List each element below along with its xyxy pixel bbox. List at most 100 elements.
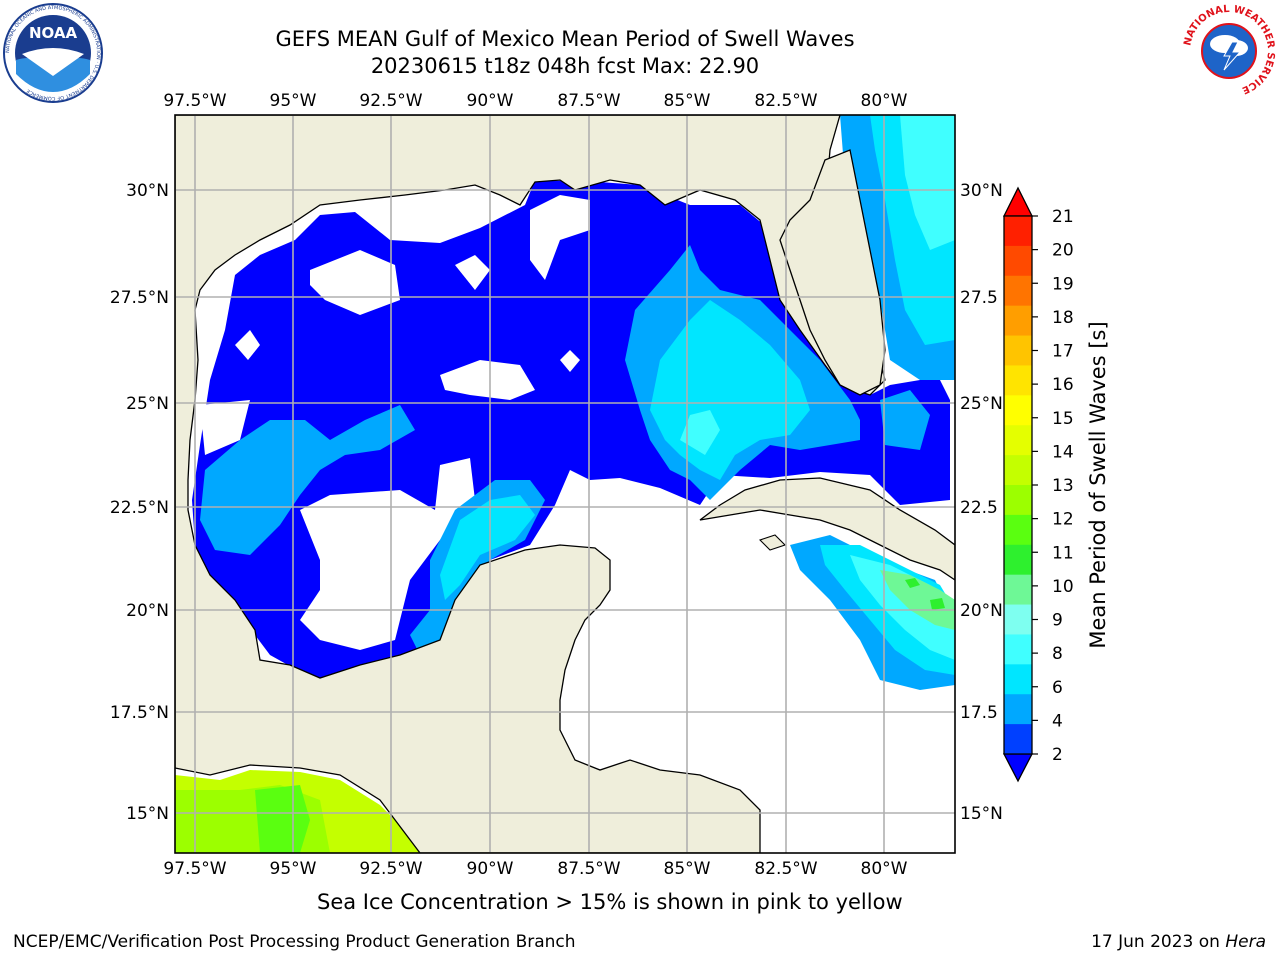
- lon-label: 80°W: [861, 91, 908, 111]
- swell-field-pacific-dark: [255, 785, 310, 853]
- lon-label: 95°W: [270, 859, 317, 879]
- colorbar-segment: [1004, 604, 1032, 635]
- colorbar-tick-label: 2: [1052, 745, 1063, 765]
- lat-label: 27.5: [960, 288, 998, 308]
- lon-labels-top: 97.5°W 95°W 92.5°W 90°W 87.5°W 85°W 82.5…: [163, 91, 907, 111]
- swell-field-6-8s-south: [440, 495, 535, 600]
- lat-label: 22.5°N: [110, 498, 169, 518]
- colorbar-tick-label: 10: [1052, 577, 1074, 597]
- sea-ice-note: Sea Ice Concentration > 15% is shown in …: [317, 890, 903, 914]
- footer-date: 17 Jun 2023 on Hera: [1091, 932, 1266, 952]
- lon-labels-bottom: 97.5°W 95°W 92.5°W 90°W 87.5°W 85°W 82.5…: [163, 859, 907, 879]
- lon-label: 85°W: [664, 859, 711, 879]
- lat-label: 20°N: [126, 601, 169, 621]
- colorbar-tick-label: 15: [1052, 409, 1074, 429]
- colorbar-segment: [1004, 455, 1032, 486]
- swell-field-10-11s: [905, 578, 945, 610]
- chart-subtitle: 20230615 t18z 048h fcst Max: 22.90: [370, 54, 760, 78]
- colorbar: 21 20 19 18 17 16 15 14 13 12 11 10 9 8 6 4 2 Mean Perio…: [1002, 186, 1110, 783]
- colorbar-segment: [1004, 664, 1032, 695]
- colorbar-over-arrow: [1002, 186, 1034, 217]
- lat-label: 17.5°N: [110, 703, 169, 723]
- lon-label: 82.5°W: [754, 91, 817, 111]
- footer-date-text: 17 Jun 2023 on: [1091, 932, 1226, 952]
- colorbar-tick-label: 12: [1052, 510, 1074, 530]
- swell-field-8-9s-caribbean: [850, 555, 955, 660]
- land-jamaica-hispaniola: [758, 534, 787, 551]
- footer-host: Hera: [1225, 932, 1266, 952]
- lon-label: 92.5°W: [359, 859, 422, 879]
- land-cuba: [699, 477, 955, 581]
- lon-label: 90°W: [467, 91, 514, 111]
- swell-field-4-6s: [200, 405, 415, 555]
- colorbar-segment: [1004, 574, 1032, 606]
- swell-gap-south: [300, 458, 475, 650]
- colorbar-title: Mean Period of Swell Waves [s]: [1086, 321, 1110, 648]
- colorbar-tick-label: 8: [1052, 644, 1063, 664]
- colorbar-segment: [1004, 395, 1032, 426]
- colorbar-segment: [1004, 245, 1032, 277]
- lon-label: 80°W: [861, 859, 908, 879]
- graticule: [175, 115, 955, 853]
- lat-label: 15°N: [126, 804, 169, 824]
- lon-label: 82.5°W: [754, 859, 817, 879]
- colorbar-segment: [1004, 634, 1032, 665]
- colorbar-segment: [1004, 335, 1032, 366]
- colorbar-tick-label: 9: [1052, 611, 1063, 631]
- swell-gap-ne: [310, 250, 400, 315]
- lon-label: 97.5°W: [163, 859, 226, 879]
- lat-label: 20°N: [960, 601, 1003, 621]
- noaa-logo: NOAA NATIONAL OCEANIC AND ATMOSPHERIC AD…: [3, 3, 103, 103]
- noaa-wordmark: NOAA: [29, 24, 78, 42]
- colorbar-tick-label: 11: [1052, 543, 1074, 563]
- swell-field-8-9s-atlantic: [900, 115, 955, 250]
- colorbar-tick-label: 6: [1052, 678, 1063, 698]
- colorbar-tick-label: 20: [1052, 241, 1074, 261]
- colorbar-tick-label: 21: [1052, 207, 1074, 227]
- colorbar-segment: [1004, 365, 1032, 396]
- land-usa-mexico: [175, 115, 886, 853]
- swell-field-4-6s-keys: [880, 390, 930, 450]
- colorbar-segment: [1004, 544, 1032, 576]
- lon-label: 97.5°W: [163, 91, 226, 111]
- colorbar-tick-label: 19: [1052, 274, 1074, 294]
- footer-credit: NCEP/EMC/Verification Post Processing Pr…: [13, 932, 576, 952]
- colorbar-under-arrow: [1002, 753, 1034, 783]
- swell-gap-north: [530, 195, 590, 280]
- swell-field-9-10s: [880, 570, 955, 630]
- lon-label: 90°W: [467, 859, 514, 879]
- colorbar-tick-label: 4: [1052, 711, 1063, 731]
- chart-title: GEFS MEAN Gulf of Mexico Mean Period of …: [275, 27, 855, 51]
- colorbar-tick-label: 13: [1052, 476, 1074, 496]
- lon-label: 95°W: [270, 91, 317, 111]
- colorbar-tick-label: 16: [1052, 375, 1074, 395]
- colorbar-segment: [1004, 694, 1032, 725]
- lat-labels-left: 30°N 27.5°N 25°N 22.5°N 20°N 17.5°N 15°N: [110, 181, 169, 824]
- lat-label: 17.5: [960, 703, 998, 723]
- lat-label: 25°N: [126, 394, 169, 414]
- lat-label: 15°N: [960, 804, 1003, 824]
- colorbar-segment: [1004, 305, 1032, 337]
- map-frame: [174, 114, 956, 854]
- colorbar-tick-label: 18: [1052, 308, 1074, 328]
- lat-label: 30°N: [960, 181, 1003, 201]
- nws-logo: NATIONAL WEATHER SERVICE: [1182, 4, 1276, 98]
- lat-label: 27.5°N: [110, 288, 169, 308]
- land-florida-peninsula: [779, 149, 886, 396]
- swell-field-8-9s-gulf: [680, 410, 720, 455]
- lat-label: 22.5: [960, 498, 998, 518]
- lat-label: 30°N: [126, 181, 169, 201]
- swell-gap-bay: [560, 350, 580, 372]
- swell-gap-center: [440, 360, 535, 400]
- swell-gap-spot1: [235, 330, 260, 360]
- lat-label: 25°N: [960, 394, 1003, 414]
- colorbar-segment: [1004, 425, 1032, 456]
- lon-label: 87.5°W: [557, 91, 620, 111]
- lon-label: 92.5°W: [359, 91, 422, 111]
- colorbar-tick-label: 17: [1052, 342, 1074, 362]
- colorbar-segment: [1004, 216, 1032, 247]
- swell-gap-west: [200, 400, 250, 455]
- lon-label: 87.5°W: [557, 859, 620, 879]
- swell-gap-spot2: [455, 255, 490, 290]
